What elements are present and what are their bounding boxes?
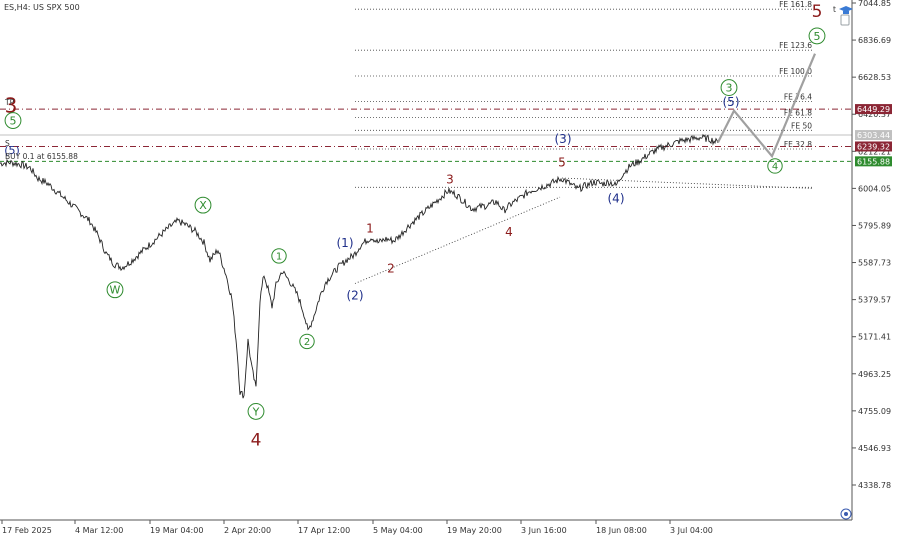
x-tick-label: 3 Jul 04:00 xyxy=(670,526,713,535)
price-tag-label: 6303.44 xyxy=(857,131,890,140)
wave-label: 4 xyxy=(772,162,778,173)
fib-level-label: FE 161.8 xyxy=(779,0,812,9)
y-tick-label: 4338.78 xyxy=(858,481,891,490)
wave-label: (3) xyxy=(555,132,572,146)
y-tick-label: 5171.41 xyxy=(858,333,891,342)
wave-label-circle xyxy=(247,402,265,420)
wave-label: (2) xyxy=(347,288,364,302)
chart-title: ES,H4: US SPX 500 xyxy=(4,3,80,12)
x-tick-label: 17 Apr 12:00 xyxy=(298,526,350,535)
price-tag xyxy=(855,104,892,115)
x-tick-label: 19 Mar 04:00 xyxy=(150,526,203,535)
wave-label: 2 xyxy=(387,262,395,276)
wave-label: (4) xyxy=(608,191,625,205)
price-tag xyxy=(855,156,892,167)
fib-level-label: FE 32.8 xyxy=(784,140,812,149)
wave-label-circle xyxy=(808,27,826,45)
wave-label: 5 xyxy=(812,2,823,22)
wave-label: 5 xyxy=(558,156,566,170)
y-tick-label: 5795.89 xyxy=(858,221,891,230)
wave-label: 4 xyxy=(505,225,513,239)
price-line-series xyxy=(0,133,719,399)
wave-label: (5) xyxy=(4,144,20,157)
x-tick-label: 5 May 04:00 xyxy=(373,526,423,535)
fib-level-label: FE 76.4 xyxy=(784,92,812,101)
tp-label: TP xyxy=(4,98,15,107)
wave-label-circle xyxy=(194,196,212,214)
wave-label-circle xyxy=(4,112,22,129)
wave-label: 1 xyxy=(276,252,282,263)
wave-label: 3 xyxy=(446,173,454,187)
wave-label: (5) xyxy=(723,95,740,109)
order-label: BUY 0.1 at 6155.88 xyxy=(5,152,78,161)
y-tick-label: 6628.53 xyxy=(858,73,891,82)
autoscroll-icon[interactable] xyxy=(840,508,852,520)
projected-wave-path xyxy=(717,53,817,159)
s-label: S xyxy=(5,139,10,148)
y-tick-label: 4963.25 xyxy=(858,370,891,379)
wave-label-circle xyxy=(106,281,124,299)
x-tick-label: 3 Jun 16:00 xyxy=(521,526,567,535)
y-tick-label: 4546.93 xyxy=(858,444,891,453)
phone-icon[interactable] xyxy=(840,14,850,26)
wave-label-circle xyxy=(720,79,738,96)
x-axis: 17 Feb 2025 4 Mar 12:00 19 Mar 04:00 2 Apr … xyxy=(1,520,713,535)
wave-label: 1 xyxy=(366,222,374,236)
wave-label: 4 xyxy=(251,430,262,450)
y-tick-label: 5587.73 xyxy=(858,259,891,268)
x-tick-label: 18 Jun 08:00 xyxy=(596,526,647,535)
y-tick-label: 6004.05 xyxy=(858,184,891,193)
wave-label: 2 xyxy=(304,337,310,348)
wave-label: (1) xyxy=(337,236,354,250)
y-tick-label: 6212.21 xyxy=(858,147,891,156)
wave-label: 3 xyxy=(5,94,18,118)
price-tag-label: 6239.32 xyxy=(857,142,890,151)
wave-label-circle xyxy=(299,333,315,350)
wave-label-circle xyxy=(271,248,287,264)
horizontal-price-lines xyxy=(0,108,852,162)
fib-level-label: FE 50 xyxy=(791,121,812,130)
y-tick-label: 5379.57 xyxy=(858,296,891,305)
x-tick-label: 2 Apr 20:00 xyxy=(224,526,271,535)
fib-extension-levels: FE 161.8 FE 123.6 FE 100.0 FE 76.4 FE 61.8 FE… xyxy=(355,0,813,188)
price-tag-label: 6449.29 xyxy=(857,105,890,114)
projection-path xyxy=(717,53,817,159)
t-label[interactable]: t xyxy=(833,5,836,14)
price-tag xyxy=(855,141,892,152)
price-tag xyxy=(855,130,892,141)
wave-label: 5 xyxy=(814,30,821,43)
wave-label: 5 xyxy=(10,114,17,127)
fib-level-label: FE 123.6 xyxy=(779,41,812,50)
x-tick-label: 4 Mar 12:00 xyxy=(75,526,123,535)
wave-label: X xyxy=(199,199,207,212)
fib-level-label: FE 61.8 xyxy=(784,109,812,118)
y-axis: 7044.85 6836.69 6628.53 6420.37 6212.21 6004.… xyxy=(852,0,891,490)
wave-label: Y xyxy=(252,405,260,418)
trend-lines xyxy=(354,177,813,284)
wave-label-circle xyxy=(767,158,783,174)
y-tick-label: 6836.69 xyxy=(858,36,891,45)
y-tick-label: 7044.85 xyxy=(858,0,891,8)
support-trendline xyxy=(354,196,561,284)
y-tick-label: 6420.37 xyxy=(858,110,891,119)
price-series xyxy=(0,133,719,399)
fib-level-label: FE 100.0 xyxy=(779,67,812,76)
x-tick-label: 17 Feb 2025 xyxy=(2,526,52,535)
wave-label: W xyxy=(110,284,121,297)
y-tick-label: 4755.09 xyxy=(858,407,891,416)
graduation-cap-icon[interactable] xyxy=(839,6,853,14)
wave-label: 3 xyxy=(726,82,733,95)
price-tag-label: 6155.88 xyxy=(857,157,890,166)
x-tick-label: 19 May 20:00 xyxy=(447,526,502,535)
price-tags: 6449.29 6303.44 6239.32 6155.88 xyxy=(855,104,892,167)
